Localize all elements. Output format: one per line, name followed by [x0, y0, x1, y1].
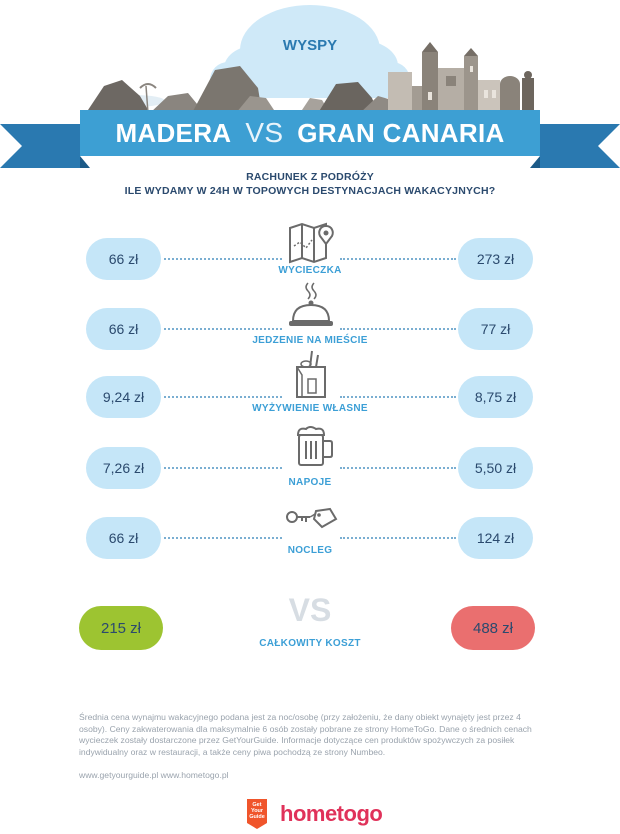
right-value: 273 zł: [458, 238, 533, 280]
dotted-connector: [340, 258, 456, 260]
title-banner: [0, 110, 620, 168]
dotted-connector: [164, 396, 282, 398]
category-label-jedzenie: JEDZENIE NA MIEŚCIE: [252, 335, 368, 346]
grocery-bag-icon: [296, 350, 326, 398]
dotted-connector: [340, 396, 456, 398]
cost-row-jedzenie: 66 zł JEDZENIE NA MIEŚCIE 77 zł: [0, 282, 620, 385]
subtitle-line-2: ILE WYDAMY W 24H W TOPOWYCH DESTYNACJACH…: [124, 185, 496, 197]
left-value: 7,26 zł: [86, 447, 161, 489]
left-value: 66 zł: [86, 308, 161, 350]
category-label-napoje: NAPOJE: [288, 477, 332, 488]
left-value: 66 zł: [86, 238, 161, 280]
dotted-connector: [164, 258, 282, 260]
dotted-connector: [340, 328, 456, 330]
category-label-wyzywienie: WYŻYWIENIE WŁASNE: [252, 403, 368, 414]
dotted-connector: [164, 537, 282, 539]
dotted-connector: [340, 467, 456, 469]
right-value: 124 zł: [458, 517, 533, 559]
dotted-connector: [164, 467, 282, 469]
getyourguide-logo-text-wrap: Get Your Guide: [247, 799, 267, 829]
cost-row-napoje: 7,26 zł NAPOJE 5,50 zł: [0, 423, 620, 523]
total-cost-label: CAŁKOWITY KOSZT: [259, 638, 361, 649]
map-pin-icon: [289, 222, 334, 264]
vs-label: VS: [245, 117, 284, 148]
cloche-icon: [289, 282, 333, 326]
left-value: 66 zł: [86, 517, 161, 559]
cost-row-wyzywienie: 9,24 zł WYŻYWIENIE WŁASNE 8,75 zł: [0, 350, 620, 455]
right-value: 77 zł: [458, 308, 533, 350]
footnote-text: Średnia cena wynajmu wakacyjnego podana …: [79, 712, 532, 757]
total-right-value: 488 zł: [451, 606, 535, 650]
rock-formations-icon: [86, 66, 398, 114]
getyourguide-logo-text: Get Your Guide: [249, 802, 265, 820]
left-value: 9,24 zł: [86, 376, 161, 418]
cost-row-nocleg: 66 zł NOCLEG 124 zł: [0, 495, 620, 595]
old-town-skyline-icon: [388, 42, 534, 113]
hometogo-logo: hometogo: [280, 801, 383, 826]
category-label-wycieczka: WYCIECZKA: [278, 265, 342, 276]
total-vs-label: VS: [288, 592, 332, 628]
key-tag-icon: [286, 507, 338, 529]
page-title: MADERA VS GRAN CANARIA: [0, 110, 620, 156]
total-left-value: 215 zł: [79, 606, 163, 650]
category-label-nocleg: NOCLEG: [287, 545, 333, 556]
left-destination: MADERA: [115, 117, 232, 148]
getyourguide-logo: [247, 799, 267, 829]
subtitle-line-1: RACHUNEK Z PODRÓŻY: [246, 171, 374, 183]
dotted-connector: [340, 537, 456, 539]
right-value: 8,75 zł: [458, 376, 533, 418]
beer-mug-icon: [296, 426, 333, 466]
cost-row-wycieczka: 66 zł WYCIECZKA 273 zł: [0, 218, 620, 318]
right-value: 5,50 zł: [458, 447, 533, 489]
category-label: WYSPY: [282, 37, 338, 54]
sources-links: www.getyourguide.pl www.hometogo.pl: [79, 770, 229, 780]
dotted-connector: [164, 328, 282, 330]
right-destination: GRAN CANARIA: [297, 117, 505, 148]
header-illustration: [0, 5, 620, 168]
